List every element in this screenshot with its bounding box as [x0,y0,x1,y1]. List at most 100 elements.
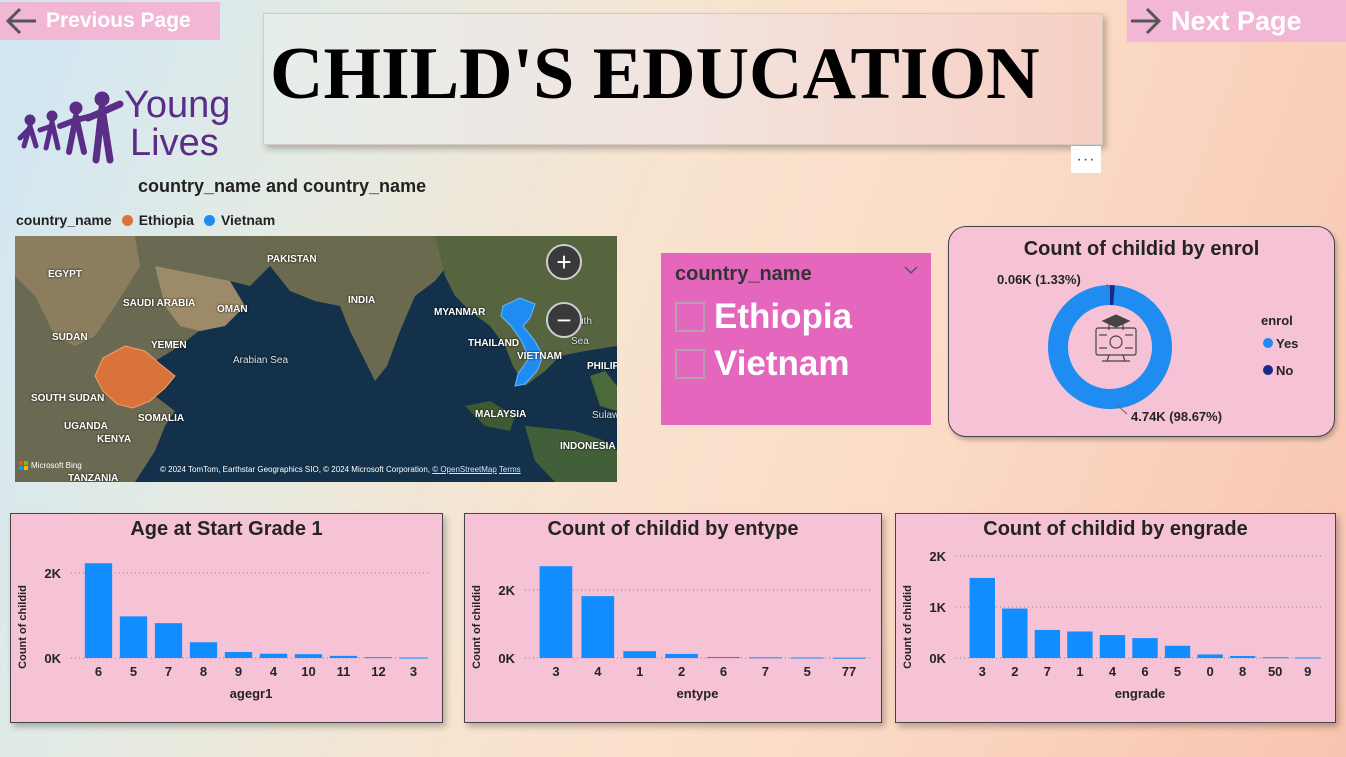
donut-legend-no[interactable]: No [1276,363,1293,378]
chevron-down-icon[interactable] [904,265,918,275]
bar[interactable] [399,657,428,659]
bar[interactable] [748,657,782,659]
country-slicer: country_name Ethiopia Vietnam [661,253,931,425]
slicer-label-vietnam: Vietnam [714,344,850,383]
map-label-kenya: KENYA [97,434,132,445]
bar[interactable] [189,642,218,658]
donut-legend-title: enrol [1261,313,1293,328]
x-tick-label: 77 [842,664,856,679]
bing-attribution: Microsoft Bing [19,461,82,470]
x-tick-label: 8 [1239,664,1246,679]
bar[interactable] [665,653,698,658]
bar[interactable] [119,616,148,658]
bar[interactable] [1164,645,1191,658]
terms-link[interactable]: Terms [498,465,521,474]
map-label-myanmar: MYANMAR [434,307,486,318]
bar[interactable] [259,653,288,658]
map-label-south-china-sea-1: uth [578,316,592,327]
bar[interactable] [1002,608,1028,658]
x-tick-label: 10 [301,664,315,679]
donut-slice-yes[interactable] [1048,285,1172,409]
bar[interactable] [1295,657,1321,659]
x-tick-label: 7 [762,664,769,679]
bar[interactable] [1067,631,1093,658]
previous-page-button[interactable]: Previous Page [0,2,220,40]
map-legend-ethiopia[interactable]: Ethiopia [138,212,194,228]
zoom-out-button[interactable]: − [546,302,582,338]
bar[interactable] [832,657,866,659]
x-tick-label: 2 [1011,664,1018,679]
age-start-grade1-chart-card[interactable]: Age at Start Grade 1 0K 2K 6 5 7 8 9 4 10 11 12 3 ag… [10,513,443,723]
x-tick-label: 11 [337,664,351,679]
bar[interactable] [1132,638,1158,658]
bar[interactable] [1262,657,1288,659]
bar[interactable] [969,577,995,658]
chart-title: Count of childid by entype [547,518,799,540]
bar[interactable] [1099,635,1126,658]
young-lives-logo: Young Lives [12,86,252,168]
map-label-south-china-sea-2: Sea [571,336,589,347]
openstreetmap-link[interactable]: © OpenStreetMap [432,465,497,474]
map-legend-title: country_name [16,212,112,228]
x-tick-label: 5 [804,664,811,679]
entype-chart-card[interactable]: Count of childid by entype 0K 2K 3 4 1 2 6 7 5 77… [464,513,882,723]
donut-legend-yes[interactable]: Yes [1276,336,1298,351]
checkbox-vietnam[interactable] [675,349,705,379]
x-tick-label: 7 [165,664,172,679]
map-label-somalia: SOMALIA [138,413,185,424]
family-icon [17,91,124,164]
y-tick-label: 2K [929,549,946,564]
bar[interactable] [790,657,824,659]
legend-dot-no [1263,365,1273,375]
map-label-sulawesi: Sulaw [592,410,617,421]
bing-label: Microsoft Bing [31,461,82,470]
map-attribution-text: © 2024 TomTom, Earthstar Geographics SIO… [160,465,433,474]
bar[interactable] [1197,654,1223,658]
map-label-yemen: YEMEN [151,340,187,351]
engrade-chart-card[interactable]: Count of childid by engrade 0K 1K 2K 3 2 7 1 4 6… [895,513,1336,723]
x-tick-label: 4 [1109,664,1117,679]
y-tick-label: 2K [44,566,61,581]
bar[interactable] [84,563,113,658]
next-page-label: Next Page [1171,5,1302,36]
microsoft-logo-icon [19,461,28,470]
x-tick-label: 0 [1206,664,1213,679]
more-options-button[interactable]: ··· [1071,146,1101,173]
bar[interactable] [581,596,615,658]
bar[interactable] [329,655,358,658]
x-tick-label: 2 [678,664,685,679]
map-legend-vietnam[interactable]: Vietnam [220,212,276,228]
slicer-item-ethiopia[interactable]: Ethiopia [675,297,852,337]
checkbox-ethiopia[interactable] [675,302,705,332]
y-tick-label: 0K [44,651,61,666]
bar[interactable] [1229,655,1256,658]
x-tick-label: 1 [636,664,643,679]
bar[interactable] [1034,629,1061,658]
map-label-india: INDIA [348,295,376,306]
slicer-item-vietnam[interactable]: Vietnam [675,344,850,384]
x-tick-label: 3 [410,664,417,679]
bar[interactable] [154,623,183,658]
map-label-tanzania: TANZANIA [68,473,119,482]
y-axis-label: Count of childid [471,585,483,669]
chart-title: Age at Start Grade 1 [130,518,323,540]
next-page-button[interactable]: Next Page [1127,0,1346,42]
bar[interactable] [364,657,393,659]
bar[interactable] [707,656,740,658]
zoom-in-button[interactable]: + [546,244,582,280]
map-label-indonesia: INDONESIA [560,441,616,452]
enrol-donut-card[interactable]: Count of childid by enrol 0.06K (1.33%) … [948,226,1335,437]
bar[interactable] [539,566,573,658]
bar[interactable] [623,651,657,658]
entype-bar-chart: 0K 2K 3 4 1 2 6 7 5 77 entype Count of childid [471,566,870,701]
map-label-arabian-sea: Arabian Sea [233,355,289,366]
x-axis-label: agegr1 [230,686,273,701]
bar[interactable] [224,652,253,658]
map-label-saudi-arabia: SAUDI ARABIA [123,298,196,309]
map-visual[interactable]: EGYPT PAKISTAN SAUDI ARABIA OMAN INDIA M… [15,236,617,482]
x-tick-label: 8 [200,664,207,679]
donut-title: Count of childid by enrol [1023,238,1260,260]
map-label-uganda: UGANDA [64,421,108,432]
bar[interactable] [294,654,323,658]
